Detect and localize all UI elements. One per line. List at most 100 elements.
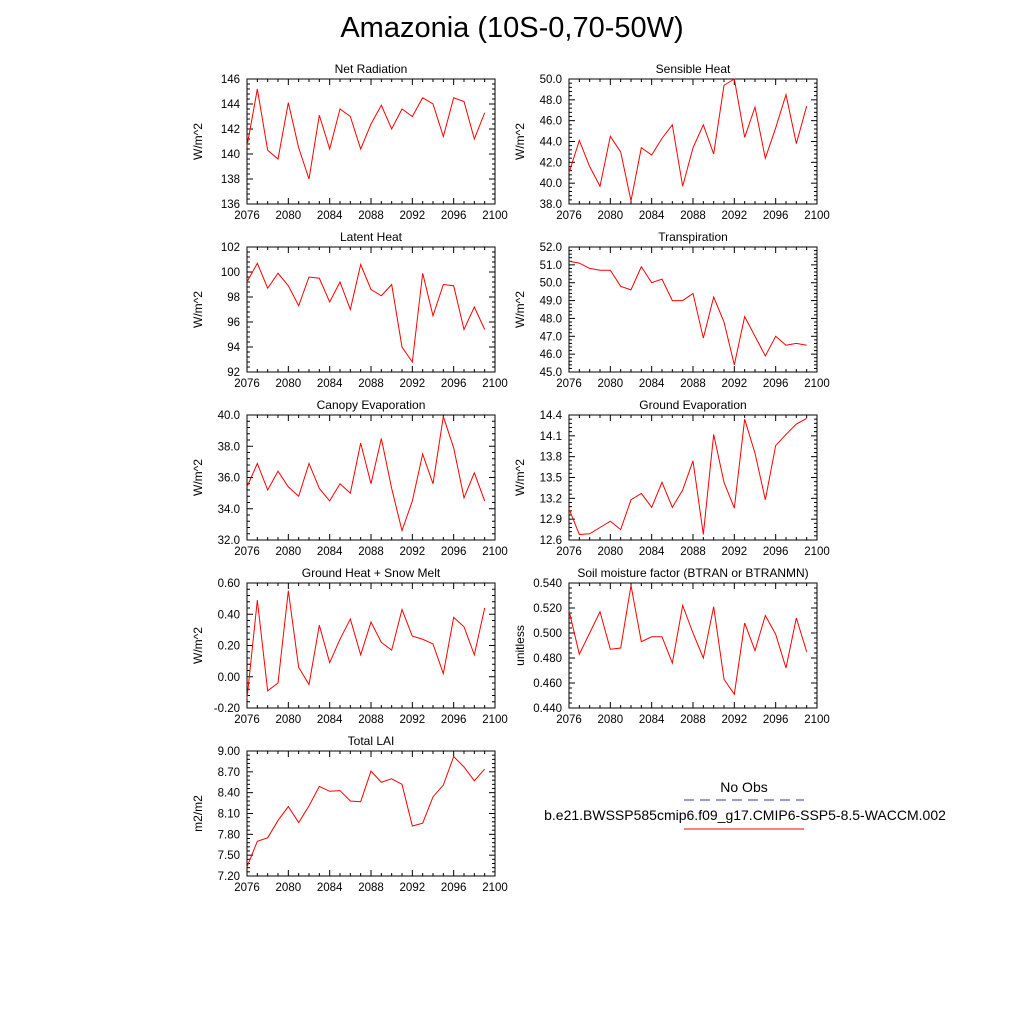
x-tick-label: 2092 [722, 210, 748, 222]
panel-7: Ground Heat + Snow Melt W/m^2 2076 2080 2084… [191, 566, 508, 726]
y-tick-label: 0.480 [533, 653, 562, 665]
y-tick-label: 94 [227, 342, 240, 354]
panel-title: Canopy Evaporation [317, 398, 426, 412]
y-axis-label: W/m^2 [191, 123, 205, 160]
y-tick-label: 0.60 [218, 578, 240, 590]
x-tick-label: 2100 [482, 714, 508, 726]
y-tick-label: 34.0 [218, 504, 240, 516]
series-line [246, 262, 486, 364]
y-tick-label: 144 [221, 99, 241, 111]
x-tick-label: 2100 [482, 378, 508, 390]
x-tick-label: 2084 [639, 378, 665, 390]
y-tick-label: 9.00 [218, 746, 240, 758]
y-axis-label: m2/m2 [191, 795, 205, 832]
x-tick-label: 2088 [358, 546, 384, 558]
y-axis-label: W/m^2 [191, 627, 205, 664]
plot-frame [246, 750, 496, 877]
x-tick-label: 2092 [400, 210, 426, 222]
y-tick-label: 102 [221, 242, 240, 254]
x-tick-label: 2076 [234, 210, 260, 222]
y-tick-label: 12.6 [540, 535, 562, 547]
y-tick-label: 13.5 [540, 473, 562, 485]
y-tick-label: 7.50 [218, 850, 240, 862]
x-tick-label: 2076 [234, 378, 260, 390]
x-tick-label: 2084 [317, 378, 343, 390]
panel-4: Transpiration W/m^2 2076 2080 2084 2088 2092 20… [513, 230, 830, 390]
y-tick-label: 14.4 [540, 410, 563, 422]
series-line [568, 585, 808, 696]
y-tick-label: 42.0 [540, 157, 562, 169]
y-axis-label: W/m^2 [513, 459, 527, 496]
x-tick-label: 2084 [639, 210, 665, 222]
x-tick-label: 2076 [234, 546, 260, 558]
x-tick-label: 2092 [722, 378, 748, 390]
x-tick-label: 2088 [358, 882, 384, 894]
x-tick-label: 2092 [400, 546, 426, 558]
x-tick-label: 2096 [441, 378, 467, 390]
y-tick-label: 96 [227, 317, 240, 329]
panel-title: Total LAI [348, 734, 395, 748]
x-tick-label: 2092 [722, 714, 748, 726]
x-tick-label: 2088 [680, 714, 706, 726]
x-tick-label: 2080 [276, 714, 302, 726]
x-tick-label: 2100 [482, 546, 508, 558]
y-tick-label: 98 [227, 292, 240, 304]
x-tick-label: 2088 [680, 546, 706, 558]
y-tick-label: 0.440 [533, 703, 562, 715]
x-tick-label: 2092 [400, 882, 426, 894]
series-line [568, 418, 807, 535]
y-tick-label: 8.40 [218, 788, 240, 800]
x-tick-label: 2100 [482, 210, 508, 222]
x-tick-label: 2076 [234, 882, 260, 894]
y-tick-label: 47.0 [540, 331, 562, 343]
panel-title: Soil moisture factor (BTRAN or BTRANMN) [577, 566, 808, 580]
panel-5: Canopy Evaporation W/m^2 2076 2080 2084 2088 2… [191, 398, 508, 558]
y-tick-label: 50.0 [540, 74, 562, 86]
panel-title: Net Radiation [335, 62, 408, 76]
x-tick-label: 2100 [804, 210, 830, 222]
y-axis-label: W/m^2 [191, 459, 205, 496]
panel-title: Ground Heat + Snow Melt [302, 566, 441, 580]
y-tick-label: 92 [227, 367, 240, 379]
y-tick-label: 0.500 [533, 628, 562, 640]
y-tick-label: 52.0 [540, 242, 562, 254]
y-tick-label: 146 [221, 74, 240, 86]
panel-3: Latent Heat W/m^2 2076 2080 2084 2088 2092 2096… [191, 230, 508, 390]
x-tick-label: 2100 [804, 378, 830, 390]
y-tick-label: 142 [221, 124, 240, 136]
y-tick-label: 13.8 [540, 452, 562, 464]
y-tick-label: 45.0 [540, 367, 562, 379]
y-tick-label: 44.0 [540, 137, 562, 149]
panel-title: Latent Heat [340, 230, 403, 244]
x-tick-label: 2096 [441, 210, 467, 222]
plot-frame [246, 78, 496, 205]
y-axis-label: unitless [513, 625, 527, 666]
x-tick-label: 2096 [441, 546, 467, 558]
x-tick-label: 2088 [358, 210, 384, 222]
y-tick-label: 38.0 [218, 441, 240, 453]
y-tick-label: 40.0 [218, 410, 240, 422]
y-tick-label: 32.0 [218, 535, 240, 547]
y-tick-label: 38.0 [540, 199, 562, 211]
series-line [246, 590, 486, 699]
x-tick-label: 2084 [317, 882, 343, 894]
series-line [568, 260, 807, 365]
x-tick-label: 2084 [639, 546, 665, 558]
plot-frame [568, 78, 818, 205]
x-tick-label: 2088 [358, 714, 384, 726]
y-tick-label: 0.40 [218, 609, 240, 621]
y-tick-label: 8.10 [218, 809, 240, 821]
y-tick-label: 0.20 [218, 641, 240, 653]
x-tick-label: 2076 [556, 714, 582, 726]
x-tick-label: 2084 [317, 546, 343, 558]
y-tick-label: 7.20 [218, 871, 240, 883]
panel-title: Ground Evaporation [639, 398, 746, 412]
y-tick-label: 138 [221, 174, 240, 186]
x-tick-label: 2100 [804, 714, 830, 726]
y-tick-label: 46.0 [540, 349, 562, 361]
y-tick-label: 12.9 [540, 514, 562, 526]
x-tick-label: 2100 [804, 546, 830, 558]
x-tick-label: 2088 [358, 378, 384, 390]
y-tick-label: 0.00 [218, 672, 240, 684]
